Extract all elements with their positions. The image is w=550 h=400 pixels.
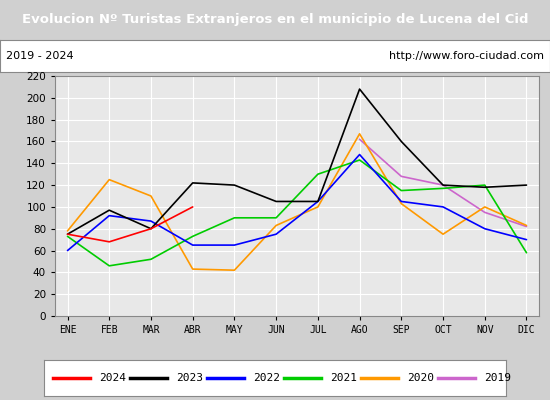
Text: 2019 - 2024: 2019 - 2024 <box>6 51 73 61</box>
Text: Evolucion Nº Turistas Extranjeros en el municipio de Lucena del Cid: Evolucion Nº Turistas Extranjeros en el … <box>22 14 528 26</box>
Text: http://www.foro-ciudad.com: http://www.foro-ciudad.com <box>389 51 544 61</box>
Text: 2019: 2019 <box>485 373 512 383</box>
Text: 2020: 2020 <box>408 373 435 383</box>
Text: 2024: 2024 <box>100 373 126 383</box>
Text: 2021: 2021 <box>331 373 358 383</box>
Text: 2023: 2023 <box>177 373 204 383</box>
Text: 2022: 2022 <box>254 373 280 383</box>
